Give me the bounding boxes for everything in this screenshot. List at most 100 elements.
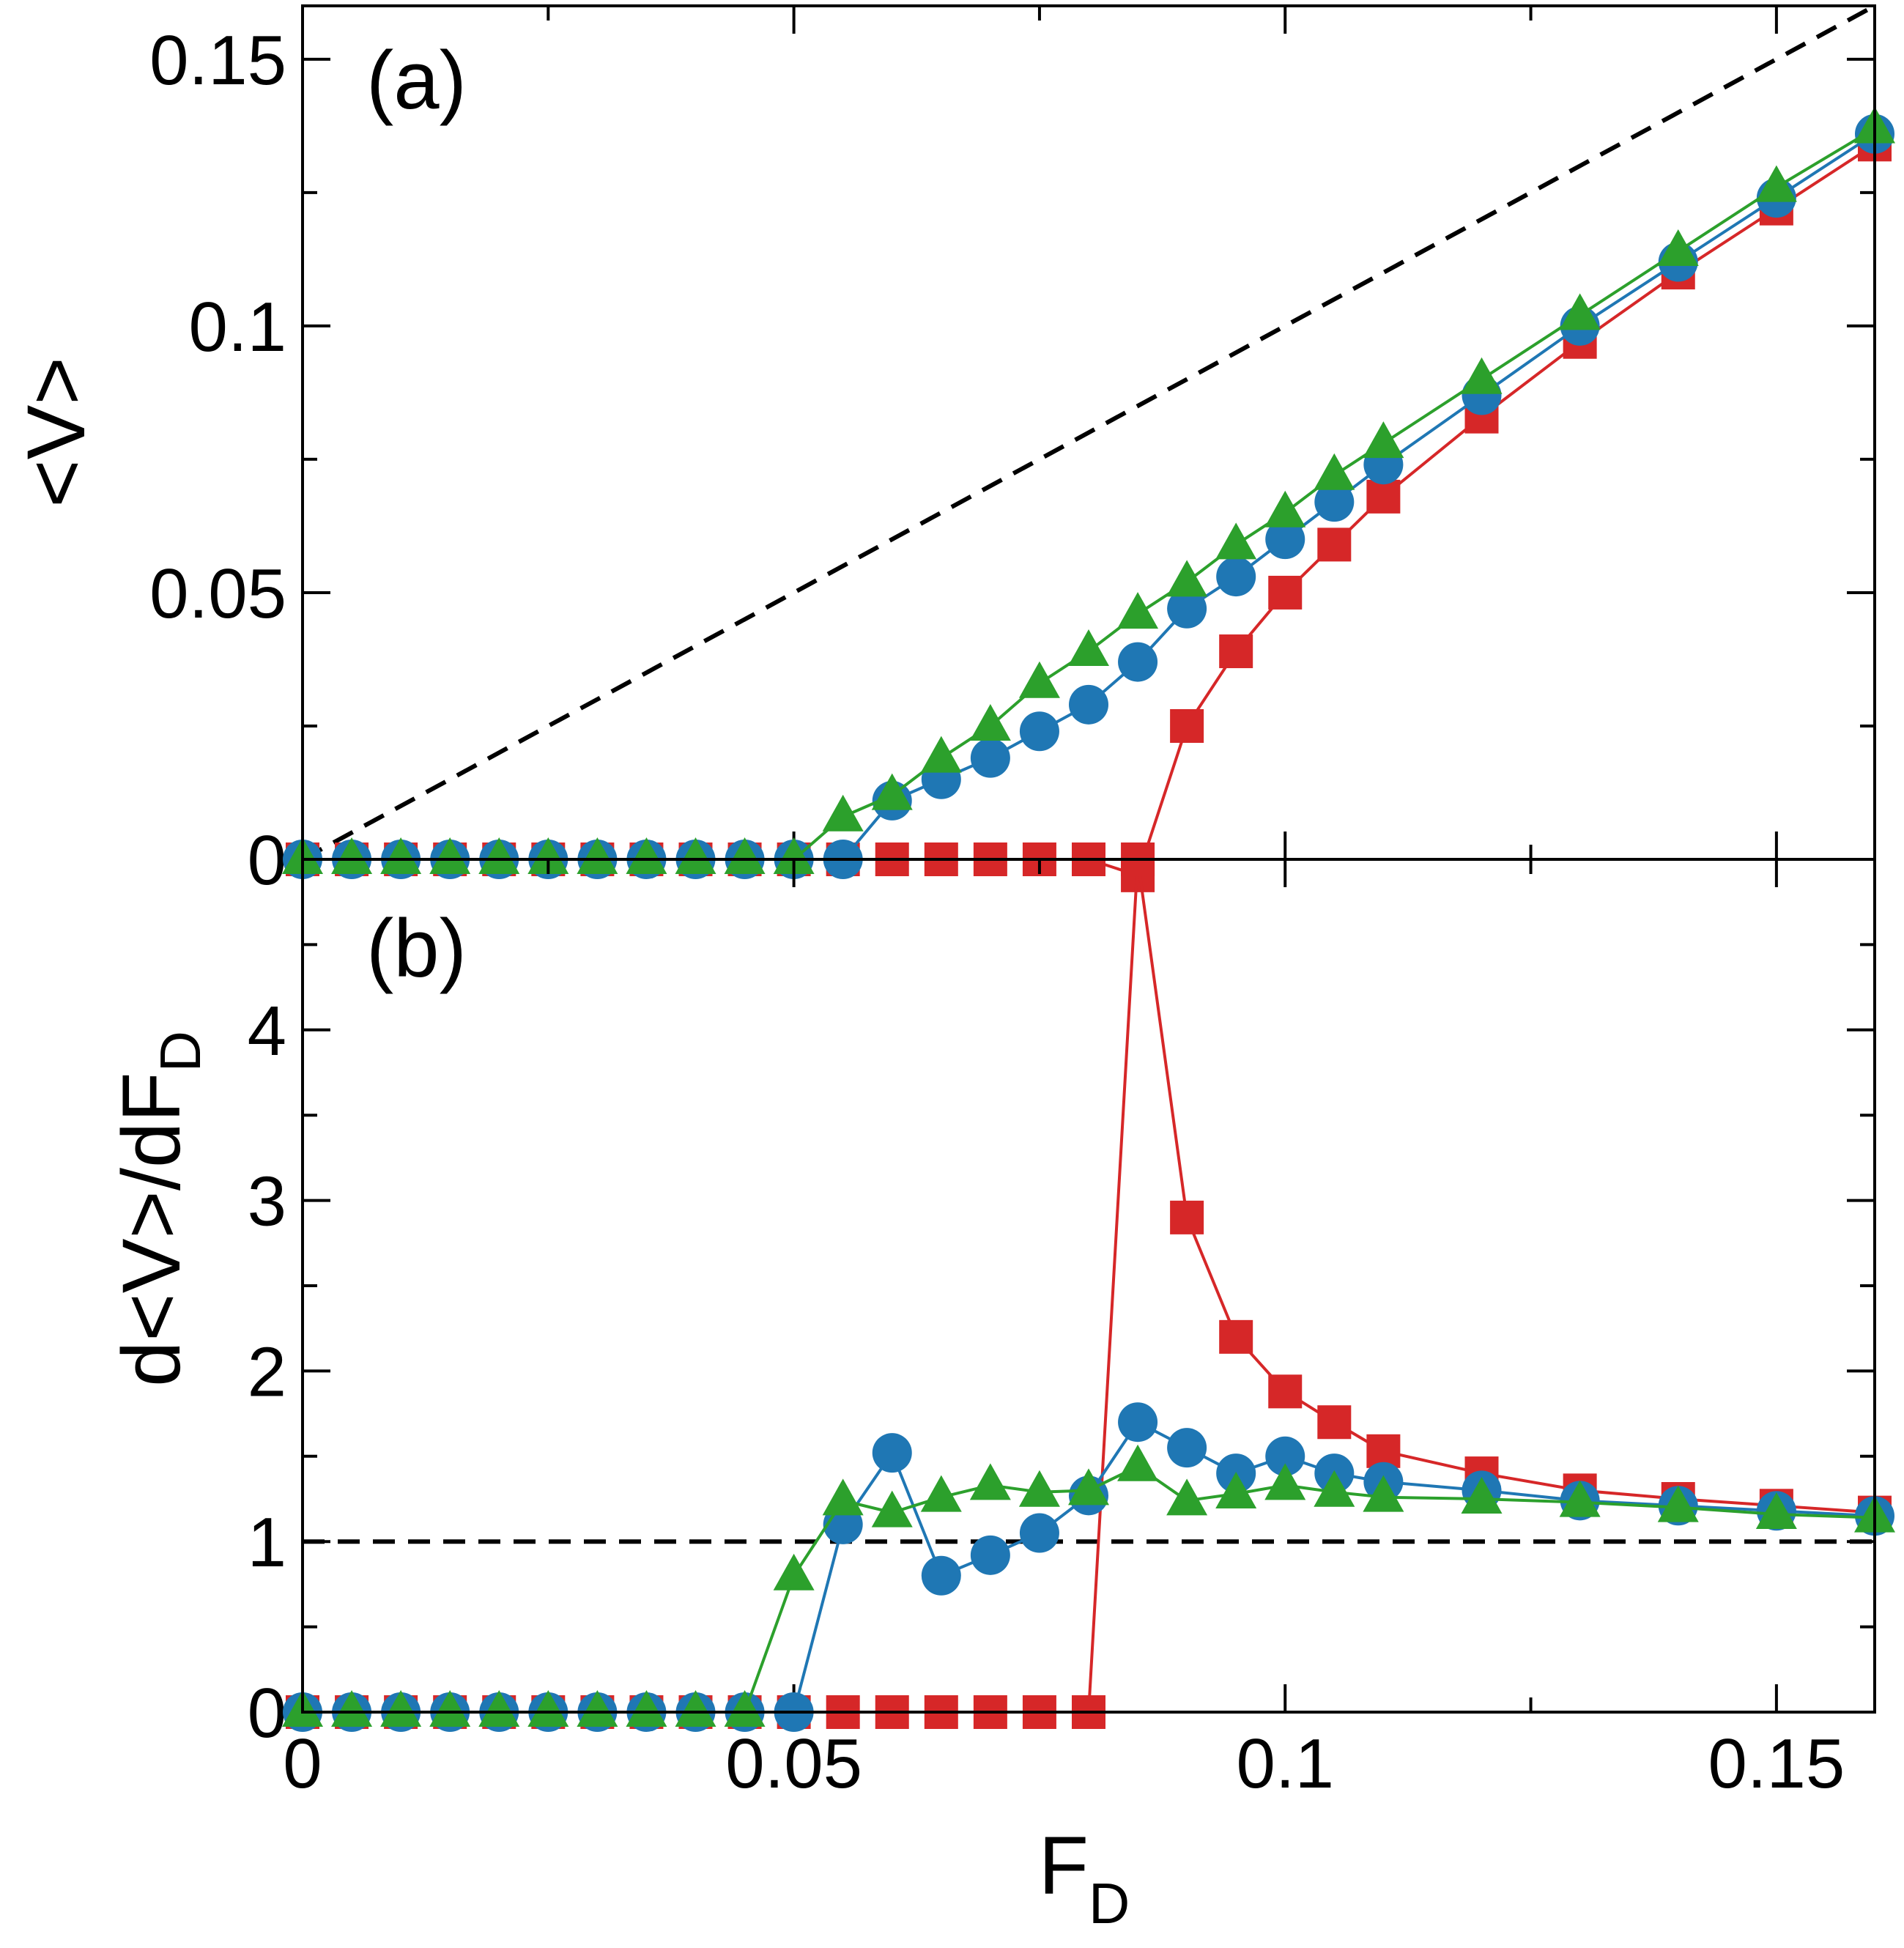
- panel-b-y-axis-title-subscript: D: [148, 1031, 212, 1072]
- y-tick-label: 0: [248, 821, 286, 900]
- data-point-square: [1170, 1200, 1204, 1234]
- data-point-circle: [1314, 482, 1355, 522]
- data-point-circle: [1118, 1402, 1158, 1443]
- x-tick-label: 0.15: [1708, 1725, 1845, 1803]
- x-tick-label: 0.05: [725, 1725, 862, 1803]
- data-point-triangle: [1068, 629, 1109, 667]
- data-point-square: [1268, 575, 1303, 610]
- y-tick-label: 0.05: [149, 555, 286, 633]
- data-point-triangle: [1018, 661, 1060, 698]
- data-point-triangle: [1461, 357, 1503, 394]
- x-axis-title-subscript: D: [1089, 1871, 1130, 1936]
- data-point-circle: [921, 1555, 961, 1596]
- data-point-triangle: [1215, 1472, 1257, 1509]
- data-point-triangle: [1363, 1475, 1404, 1512]
- data-point-circle: [1167, 1428, 1207, 1468]
- data-point-circle: [1216, 557, 1256, 597]
- series-square: [286, 842, 1892, 1729]
- data-point-triangle: [675, 1690, 716, 1727]
- y-tick-label: 0.1: [189, 288, 286, 366]
- data-point-triangle: [1068, 1468, 1109, 1506]
- data-point-square: [1268, 1374, 1303, 1409]
- data-point-triangle: [429, 837, 471, 874]
- dashed-reference-line: [301, 4, 1876, 862]
- data-point-circle: [1265, 1436, 1305, 1476]
- series-circle-line: [303, 133, 1876, 861]
- y-tick-label: 1: [248, 1503, 286, 1582]
- y-tick-label: 4: [248, 992, 286, 1070]
- panel-a-tick-labels: 0 0.05 0.1 0.15: [149, 21, 286, 900]
- data-point-triangle: [1166, 560, 1208, 597]
- x-axis-title: FD: [1039, 1820, 1130, 1936]
- data-point-triangle: [1166, 1478, 1208, 1516]
- panel-a-reference-line: [301, 4, 1876, 862]
- data-point-circle: [970, 1535, 1010, 1575]
- data-point-triangle: [1755, 165, 1797, 202]
- series-square-line: [303, 859, 1875, 1714]
- data-point-triangle: [1363, 421, 1404, 459]
- series-circle: [283, 1402, 1894, 1732]
- data-point-triangle: [1314, 1470, 1355, 1507]
- panel-a-label: (a): [366, 34, 467, 126]
- data-point-triangle: [773, 837, 815, 874]
- data-point-triangle: [1559, 293, 1601, 330]
- data-point-triangle: [380, 837, 422, 874]
- series-circle: [283, 114, 1894, 879]
- data-point-triangle: [429, 1690, 471, 1727]
- data-point-triangle: [626, 837, 667, 874]
- series-triangle: [282, 106, 1895, 874]
- series-square: [286, 127, 1892, 892]
- data-point-triangle: [871, 773, 913, 810]
- data-point-triangle: [1755, 1492, 1797, 1529]
- data-point-triangle: [577, 837, 618, 874]
- panel-b-frame: [301, 858, 1876, 1714]
- data-point-triangle: [626, 1690, 667, 1727]
- panel-b-ticks: [301, 858, 1875, 1714]
- data-point-triangle: [1264, 1463, 1306, 1500]
- data-point-triangle: [773, 1553, 815, 1590]
- data-point-triangle: [920, 1475, 962, 1512]
- data-point-square: [1317, 527, 1352, 562]
- data-point-triangle: [1264, 490, 1306, 527]
- x-axis-title-main: F: [1039, 1820, 1089, 1911]
- data-point-square: [1170, 708, 1204, 743]
- data-point-triangle: [331, 1690, 373, 1727]
- data-point-square: [1317, 1405, 1352, 1440]
- data-point-square: [1219, 1319, 1253, 1354]
- panel-a-y-axis-title: <V>: [10, 357, 102, 508]
- data-point-triangle: [577, 1690, 618, 1727]
- data-point-triangle: [1657, 229, 1699, 266]
- data-point-triangle: [1215, 522, 1257, 560]
- data-point-triangle: [1314, 453, 1355, 490]
- x-tick-label: 0.1: [1237, 1725, 1334, 1803]
- data-point-circle: [1069, 684, 1108, 725]
- panel-b-y-axis-title: d<V>/dFD: [105, 1031, 212, 1387]
- data-point-circle: [970, 738, 1010, 778]
- panel-a: 0 0.05 0.1 0.15 (a) <V>: [10, 4, 1895, 900]
- data-point-circle: [1167, 588, 1207, 629]
- y-tick-label: 2: [248, 1333, 286, 1411]
- data-point-triangle: [1018, 1470, 1060, 1507]
- data-point-triangle: [724, 1690, 766, 1727]
- panel-b-label: (b): [366, 903, 467, 994]
- data-point-triangle: [1657, 1485, 1699, 1522]
- y-tick-label: 3: [248, 1163, 286, 1241]
- panel-a-series: [282, 106, 1895, 892]
- series-circle-line: [303, 1420, 1875, 1714]
- x-tick-label: 0: [283, 1725, 322, 1803]
- panel-b-tick-labels: 0 1 2 3 4 0 0.05 0.1 0.15: [248, 992, 1845, 1803]
- data-point-triangle: [920, 736, 962, 773]
- data-point-triangle: [380, 1690, 422, 1727]
- series-square-line: [303, 143, 1876, 878]
- data-point-triangle: [822, 1478, 864, 1516]
- panel-b-y-axis-title-main: d<V>/dF: [105, 1072, 197, 1387]
- series-triangle: [282, 1444, 1895, 1727]
- data-point-triangle: [478, 1690, 520, 1727]
- panel-b-series: [282, 842, 1895, 1732]
- series-triangle-line: [303, 127, 1876, 861]
- data-point-triangle: [1461, 1477, 1503, 1514]
- data-point-triangle: [724, 837, 766, 874]
- data-point-triangle: [675, 837, 716, 874]
- data-point-circle: [1019, 711, 1059, 752]
